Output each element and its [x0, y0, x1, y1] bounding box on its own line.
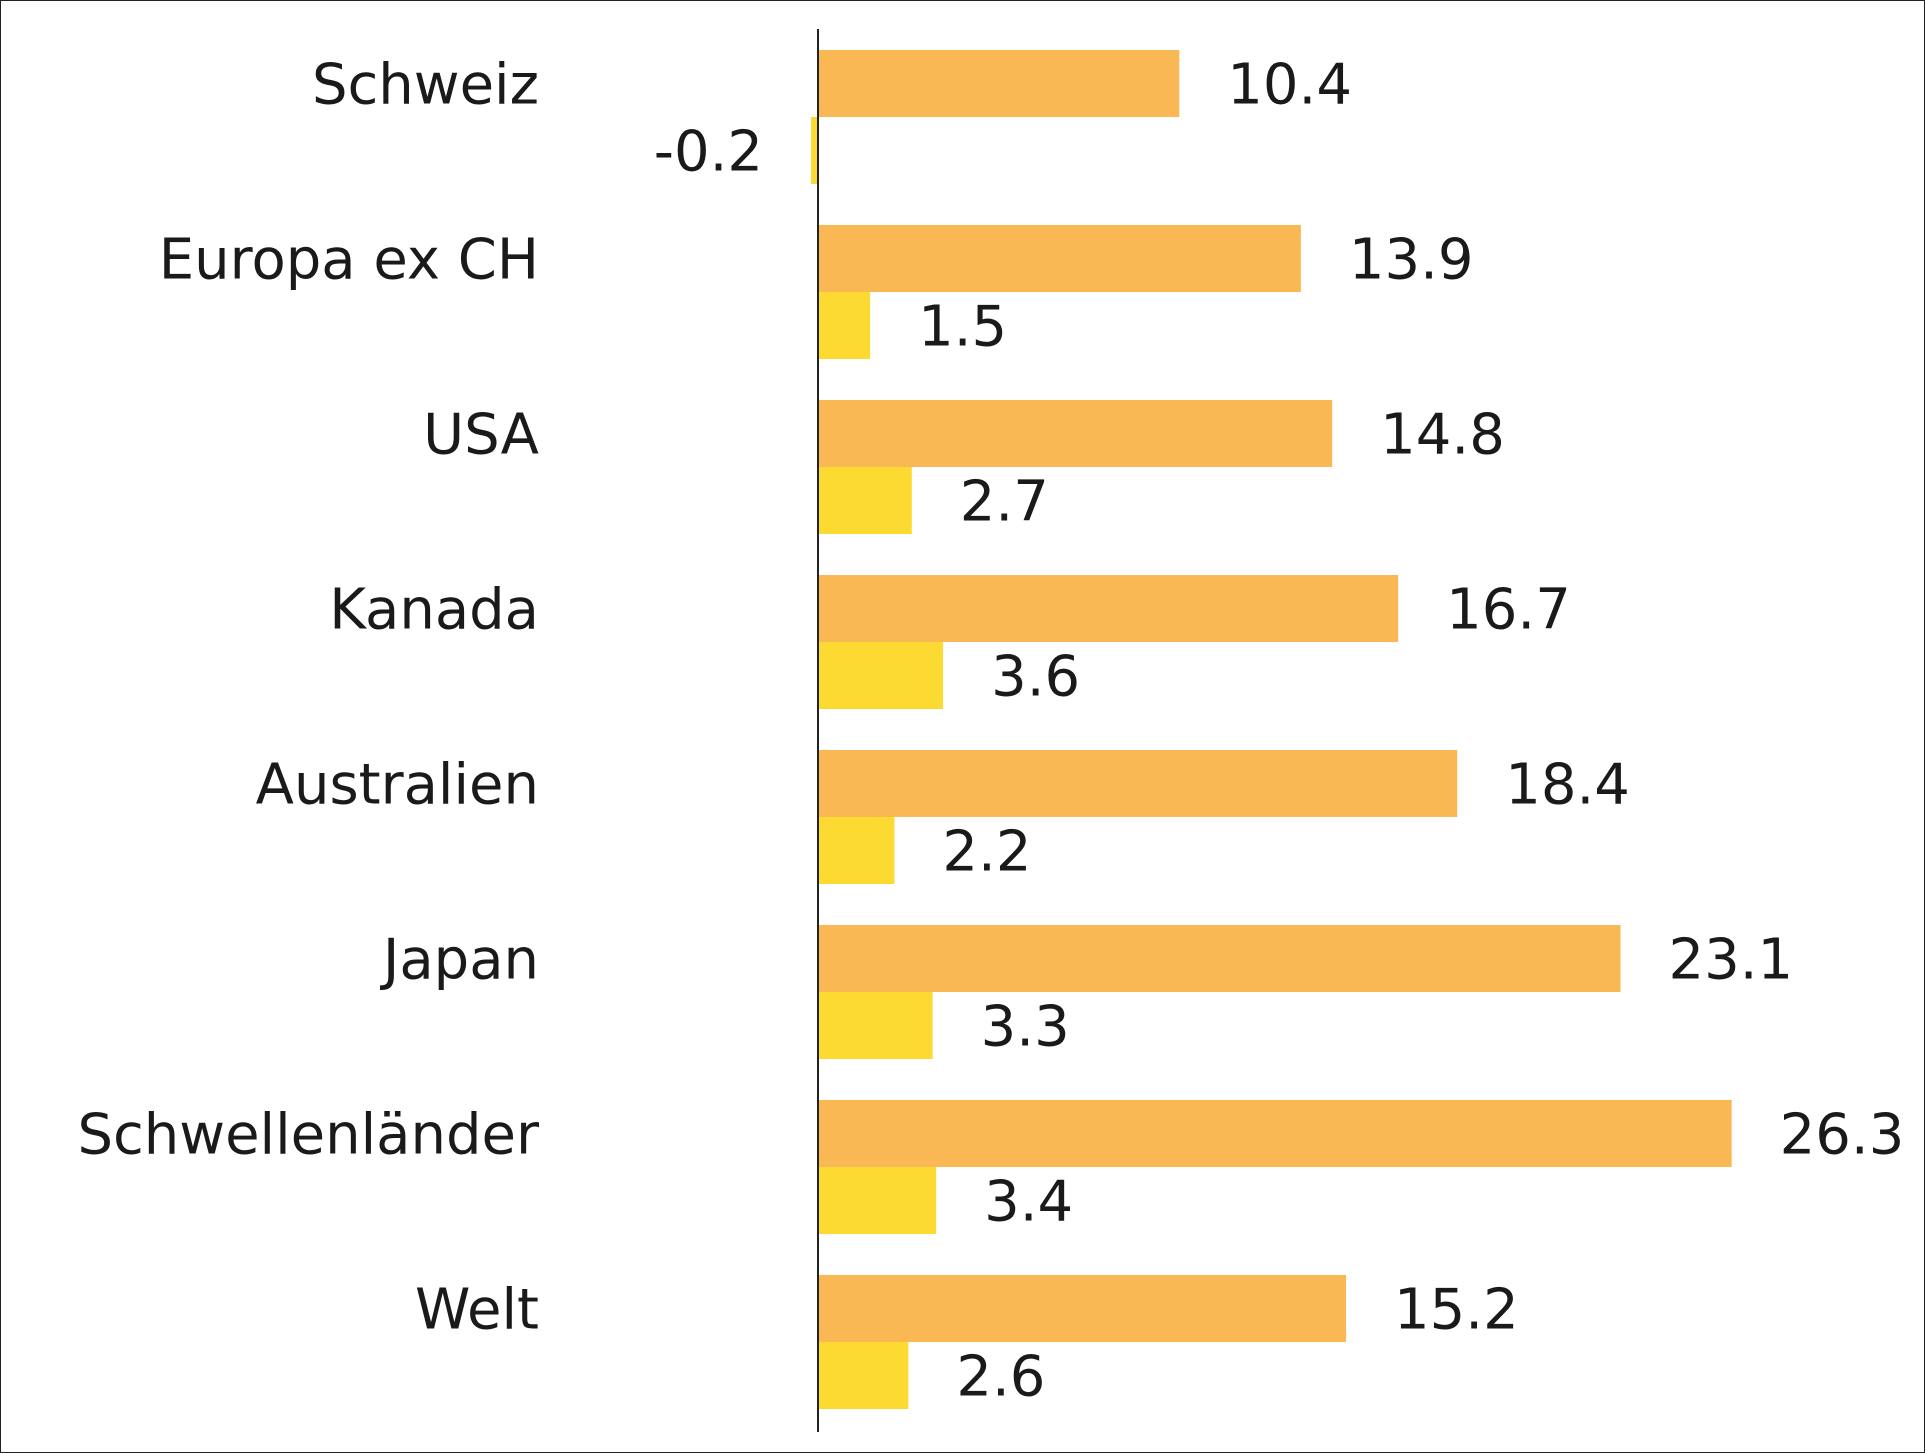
value-label-series-2: 1.5 [918, 295, 1007, 360]
value-label-series-2: 3.3 [981, 995, 1070, 1060]
bars-layer [811, 50, 1732, 1409]
value-label-series-1: 14.8 [1380, 403, 1505, 468]
bar-series-2 [818, 992, 933, 1059]
bar-series-1 [818, 1100, 1732, 1167]
category-label: Australien [256, 753, 539, 818]
value-label-series-1: 23.1 [1668, 928, 1793, 993]
bar-series-2 [818, 292, 871, 359]
value-label-series-2: -0.2 [654, 120, 763, 185]
value-label-series-1: 26.3 [1780, 1103, 1905, 1168]
labels-layer: Schweiz 10.4 -0.2 Europa ex CH 13.9 1.5 USA 14.… [77, 53, 1904, 1410]
value-label-series-2: 2.2 [942, 820, 1031, 885]
bar-series-2 [818, 1167, 937, 1234]
value-label-series-2: 3.4 [984, 1170, 1073, 1235]
bar-series-2 [818, 467, 912, 534]
value-label-series-1: 13.9 [1349, 228, 1474, 293]
value-label-series-2: 3.6 [991, 645, 1080, 710]
value-label-series-2: 2.6 [956, 1345, 1045, 1410]
bar-series-1 [818, 925, 1621, 992]
category-label: Europa ex CH [159, 228, 539, 293]
bar-series-1 [818, 225, 1301, 292]
bar-series-2 [818, 817, 895, 884]
bar-series-1 [818, 575, 1399, 642]
category-label: Schweiz [312, 53, 539, 118]
bar-series-1 [818, 400, 1333, 467]
value-label-series-2: 2.7 [960, 470, 1049, 535]
category-label: Welt [415, 1278, 539, 1343]
category-label: Schwellenländer [77, 1103, 540, 1168]
bar-series-2 [818, 1342, 909, 1409]
bar-series-1 [818, 50, 1180, 117]
bar-series-1 [818, 1275, 1347, 1342]
bar-series-2 [811, 117, 818, 184]
bar-series-1 [818, 750, 1458, 817]
category-label: Japan [380, 928, 539, 993]
value-label-series-1: 15.2 [1394, 1278, 1519, 1343]
category-label: Kanada [329, 578, 539, 643]
value-label-series-1: 10.4 [1227, 53, 1352, 118]
category-label: USA [423, 403, 539, 468]
value-label-series-1: 18.4 [1505, 753, 1630, 818]
bar-series-2 [818, 642, 944, 709]
value-label-series-1: 16.7 [1446, 578, 1571, 643]
